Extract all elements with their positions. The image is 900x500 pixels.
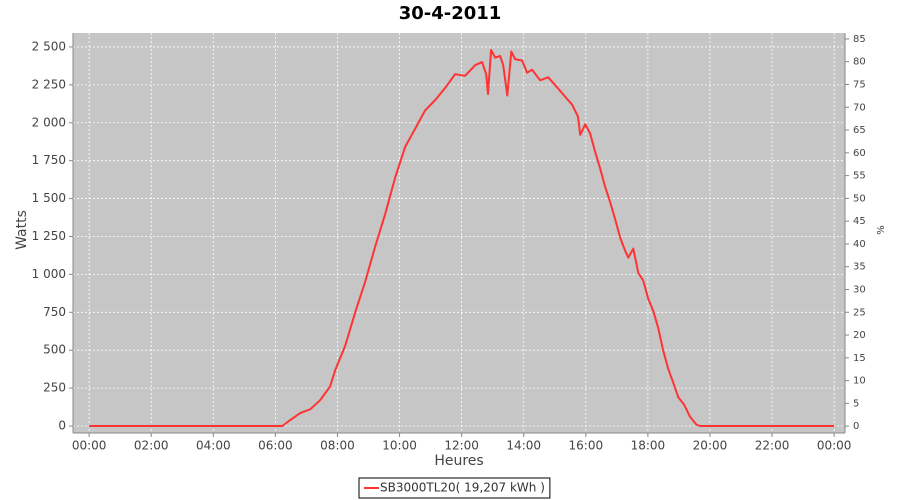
y-tick-label: 0: [58, 419, 66, 433]
y-tick-label: 750: [43, 305, 66, 319]
x-tick-label: 14:00: [506, 439, 541, 453]
y2-tick-label: 5: [853, 398, 859, 409]
x-tick-label: 16:00: [569, 439, 604, 453]
y2-tick-label: 55: [853, 171, 866, 182]
series-line: [89, 49, 835, 427]
y2-tick-label: 30: [853, 284, 866, 295]
x-tick-label: 18:00: [631, 439, 666, 453]
y-tick-label: 1 750: [32, 153, 66, 167]
x-tick-label: 10:00: [382, 439, 417, 453]
y-tick-label: 1 000: [32, 267, 66, 281]
y-tick-label: 2 000: [32, 115, 66, 129]
y2-tick-label: 65: [853, 125, 866, 136]
y2-tick-label: 60: [853, 148, 866, 159]
y2-tick-label: 45: [853, 216, 866, 227]
y-tick-label: 500: [43, 343, 66, 357]
x-axis-label: Heures: [434, 453, 483, 469]
y2-tick-label: 85: [853, 34, 866, 45]
x-tick-label: 08:00: [320, 439, 355, 453]
y-tick-label: 1 250: [32, 229, 66, 243]
y2-tick-label: 0: [853, 421, 859, 432]
y-axis-label: Watts: [14, 210, 30, 250]
y2-tick-label: 50: [853, 193, 866, 204]
y2-tick-label: 40: [853, 239, 866, 250]
y-tick-label: 2 500: [32, 39, 66, 53]
y2-tick-label: 70: [853, 102, 866, 113]
y2-tick-label: 35: [853, 262, 866, 273]
y-tick-label: 1 500: [32, 191, 66, 205]
plot-background: [73, 33, 845, 433]
chart-title: 30-4-2011: [399, 3, 502, 24]
legend-label: SB3000TL20( 19,207 kWh ): [380, 481, 545, 495]
x-tick-label: 00:00: [72, 439, 107, 453]
x-tick-label: 22:00: [755, 439, 790, 453]
y2-tick-label: 75: [853, 79, 866, 90]
y2-tick-label: 80: [853, 57, 866, 68]
x-tick-label: 20:00: [693, 439, 728, 453]
y2-tick-label: 25: [853, 307, 866, 318]
y2-tick-label: 20: [853, 330, 866, 341]
y-tick-label: 250: [43, 381, 66, 395]
legend-box: [358, 477, 551, 499]
x-tick-label: 04:00: [196, 439, 231, 453]
y-tick-label: 2 250: [32, 77, 66, 91]
x-tick-label: 06:00: [258, 439, 293, 453]
x-tick-label: 00:00: [817, 439, 852, 453]
y2-tick-label: 15: [853, 353, 866, 364]
y2-axis-label: %: [876, 225, 887, 235]
x-tick-label: 12:00: [444, 439, 479, 453]
x-tick-label: 02:00: [134, 439, 169, 453]
y2-tick-label: 10: [853, 376, 866, 387]
